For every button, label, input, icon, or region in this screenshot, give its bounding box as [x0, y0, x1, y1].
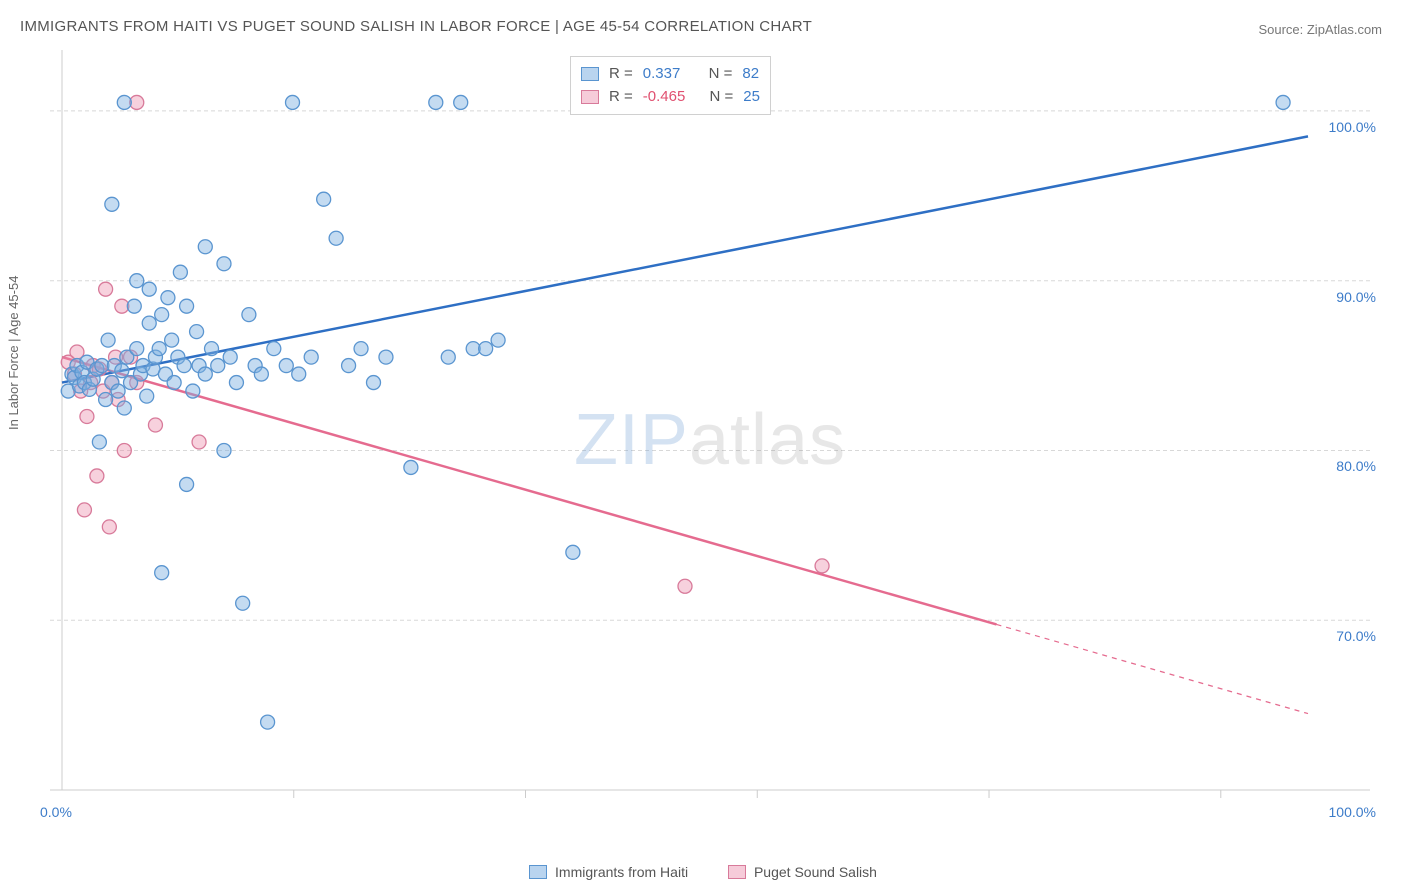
bottom-legend: Immigrants from Haiti Puget Sound Salish	[0, 864, 1406, 882]
legend-item: Puget Sound Salish	[728, 864, 877, 880]
r-value: -0.465	[643, 86, 686, 109]
x-tick-label: 0.0%	[40, 804, 72, 820]
legend-item: Immigrants from Haiti	[529, 864, 688, 880]
swatch-pink-icon	[581, 90, 599, 104]
n-label: N =	[709, 86, 733, 109]
swatch-blue-icon	[529, 865, 547, 879]
correlation-stats-panel: R = 0.337 N = 82 R = -0.465 N = 25	[570, 56, 771, 115]
r-value: 0.337	[643, 63, 681, 86]
chart-title: IMMIGRANTS FROM HAITI VS PUGET SOUND SAL…	[20, 18, 812, 35]
source-attribution: Source: ZipAtlas.com	[1258, 22, 1382, 37]
stat-row: R = -0.465 N = 25	[581, 86, 760, 109]
scatter-chart-svg	[50, 50, 1370, 830]
swatch-blue-icon	[581, 67, 599, 81]
r-label: R =	[609, 63, 633, 86]
n-value: 25	[743, 86, 760, 109]
r-label: R =	[609, 86, 633, 109]
x-tick-label: 100.0%	[1329, 804, 1376, 820]
y-tick-label: 80.0%	[1316, 458, 1376, 474]
legend-label: Immigrants from Haiti	[555, 864, 688, 880]
y-axis-label: In Labor Force | Age 45-54	[6, 276, 21, 430]
y-tick-label: 90.0%	[1316, 289, 1376, 305]
n-label: N =	[709, 63, 733, 86]
swatch-pink-icon	[728, 865, 746, 879]
n-value: 82	[742, 63, 759, 86]
y-tick-label: 100.0%	[1316, 119, 1376, 135]
stat-row: R = 0.337 N = 82	[581, 63, 760, 86]
y-tick-label: 70.0%	[1316, 628, 1376, 644]
plot-area: ZIPatlas	[50, 50, 1370, 830]
legend-label: Puget Sound Salish	[754, 864, 877, 880]
